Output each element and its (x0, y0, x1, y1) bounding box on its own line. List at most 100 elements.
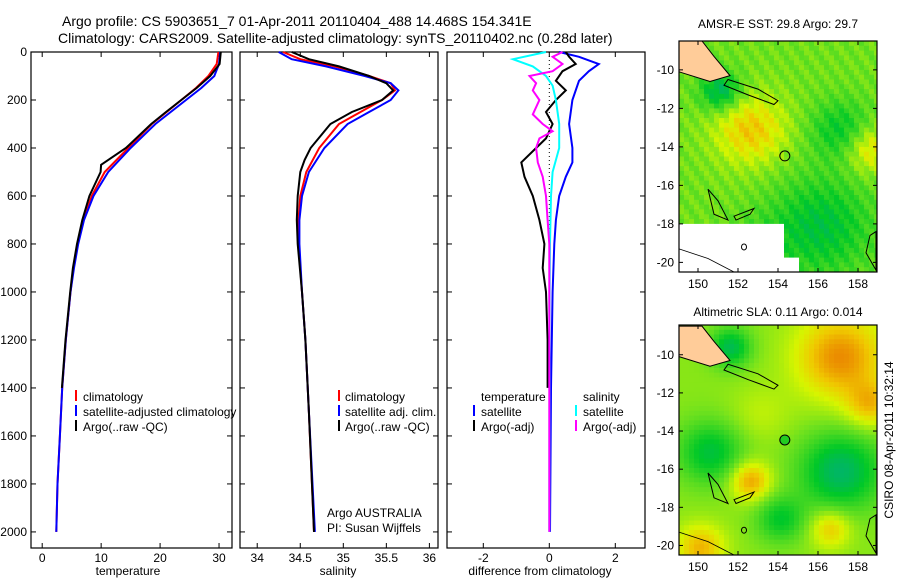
map-cell (839, 252, 845, 259)
map-cell (714, 453, 720, 460)
map-cell (694, 228, 700, 235)
map-cell (754, 444, 760, 450)
map-cell (699, 539, 705, 545)
map-cell (769, 228, 775, 235)
legend-label: Argo(..raw -QC) (345, 420, 430, 434)
map-cell (694, 122, 700, 129)
map-cell (874, 209, 877, 215)
y-tick-label: -20 (657, 538, 675, 552)
map-cell (774, 175, 780, 182)
map-cell (784, 55, 790, 61)
map-cell (764, 515, 770, 522)
map-cell (849, 122, 855, 129)
map-cell (839, 491, 845, 498)
map-cell (834, 463, 840, 469)
map-cell (704, 146, 710, 153)
map-cell (779, 209, 785, 215)
map-cell (754, 122, 760, 129)
map-cell (834, 358, 840, 364)
map-cell (799, 544, 805, 550)
map-cell (724, 247, 730, 254)
x-tick-label: 20 (153, 551, 167, 565)
map-cell (854, 161, 860, 167)
map-cell (809, 127, 815, 133)
map-cell (824, 353, 830, 359)
map-cell (704, 170, 710, 177)
map-cell (689, 79, 695, 85)
map-cell (714, 391, 720, 398)
map-cell (744, 387, 750, 393)
map-cell (799, 223, 805, 230)
map-cell (764, 434, 770, 441)
map-cell (764, 190, 770, 196)
map-cell (684, 510, 690, 517)
map-cell (794, 238, 800, 244)
map-cell (779, 214, 785, 220)
map-cell (724, 429, 730, 436)
map-cell (764, 530, 770, 536)
y-tick-label: -16 (657, 178, 675, 192)
map-cell (754, 108, 760, 114)
map-cell (714, 233, 720, 239)
map-cell (779, 55, 785, 61)
map-cell (824, 89, 830, 95)
map-cell (814, 425, 820, 431)
map-cell (859, 525, 865, 531)
map-cell (829, 367, 835, 374)
map-cell (859, 429, 865, 436)
map-cell (799, 367, 805, 374)
map-cell (689, 506, 695, 512)
map-cell (809, 204, 815, 210)
map-cell (874, 190, 877, 196)
map-cell (774, 89, 780, 95)
map-cell (784, 69, 790, 76)
map-cell (864, 463, 870, 469)
map-cell (814, 515, 820, 522)
map-cell (774, 127, 780, 133)
map-cell (689, 185, 695, 191)
map-cell (714, 525, 720, 531)
map-cell (799, 55, 805, 61)
map-cell (764, 501, 770, 507)
map-cell (789, 525, 795, 531)
map-cell (699, 549, 705, 555)
map-cell (839, 69, 845, 76)
map-cell (789, 41, 795, 47)
map-cell (799, 387, 805, 393)
map-cell (754, 137, 760, 143)
map-cell (794, 377, 800, 383)
map-cell (714, 420, 720, 426)
map-cell (779, 228, 785, 235)
map-cell (744, 348, 750, 355)
map-cell (694, 453, 700, 460)
map-cell (834, 477, 840, 483)
map-cell (779, 415, 785, 421)
map-cell (744, 45, 750, 52)
map-cell (719, 79, 725, 85)
map-cell (739, 190, 745, 196)
map-cell (804, 262, 810, 268)
map-cell (869, 199, 875, 206)
map-cell (679, 84, 685, 90)
map-cell (729, 41, 735, 47)
map-cell (834, 344, 840, 350)
map-cell (694, 525, 700, 531)
map-cell (864, 458, 870, 464)
map-cell (769, 209, 775, 215)
map-cell (869, 468, 875, 474)
map-cell (789, 472, 795, 479)
map-cell (749, 257, 755, 263)
map-cell (789, 267, 795, 272)
map-cell (794, 344, 800, 350)
map-cell (844, 549, 850, 555)
legend-swatch-argo (75, 420, 77, 431)
map-cell (729, 166, 735, 172)
map-cell (739, 50, 745, 56)
map-cell (839, 367, 845, 374)
map-cell (779, 325, 785, 331)
map-cell (819, 156, 825, 162)
legend-swatch-sal-satellite (575, 405, 577, 416)
map-cell (829, 377, 835, 383)
map-cell (869, 477, 875, 483)
map-cell (834, 501, 840, 507)
